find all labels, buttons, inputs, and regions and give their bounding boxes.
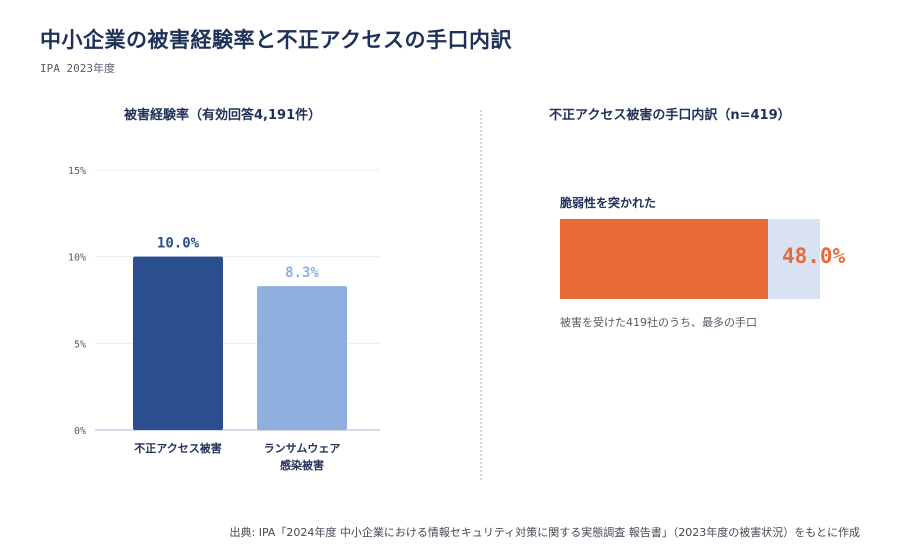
method-bar-value: 48.0%: [782, 244, 846, 268]
y-tick-label: 10%: [68, 253, 86, 264]
y-tick-label: 15%: [68, 166, 86, 177]
source-note: 出典: IPA「2024年度 中小企業における情報セキュリティ対策に関する実態調…: [229, 526, 861, 539]
bar-value-label: 10.0%: [157, 236, 200, 252]
x-category-label: ランサムウェア 感染被害: [263, 442, 341, 472]
method-bar-fill: [560, 219, 768, 299]
page-title: 中小企業の被害経験率と不正アクセスの手口内訳: [40, 28, 512, 52]
method-label: 脆弱性を突かれた: [560, 196, 657, 210]
bar-value-label: 8.3%: [285, 265, 319, 281]
y-tick-label: 5%: [74, 339, 86, 350]
left-panel-title: 被害経験率（有効回答4,191件）: [124, 108, 322, 123]
bar: [257, 286, 347, 430]
right-panel-title: 不正アクセス被害の手口内訳（n=419）: [549, 108, 791, 123]
page-subtitle: IPA 2023年度: [40, 62, 115, 75]
x-category-label: 不正アクセス被害: [134, 442, 222, 455]
method-note: 被害を受けた419社のうち、最多の手口: [560, 316, 757, 329]
method-bar-track: [560, 219, 820, 299]
panel-divider: [480, 110, 482, 480]
damage-rate-bar-chart: 0% 5% 10% 15% 10.0% 8.3%: [68, 166, 380, 437]
y-tick-label: 0%: [74, 426, 86, 437]
bar: [133, 256, 223, 430]
